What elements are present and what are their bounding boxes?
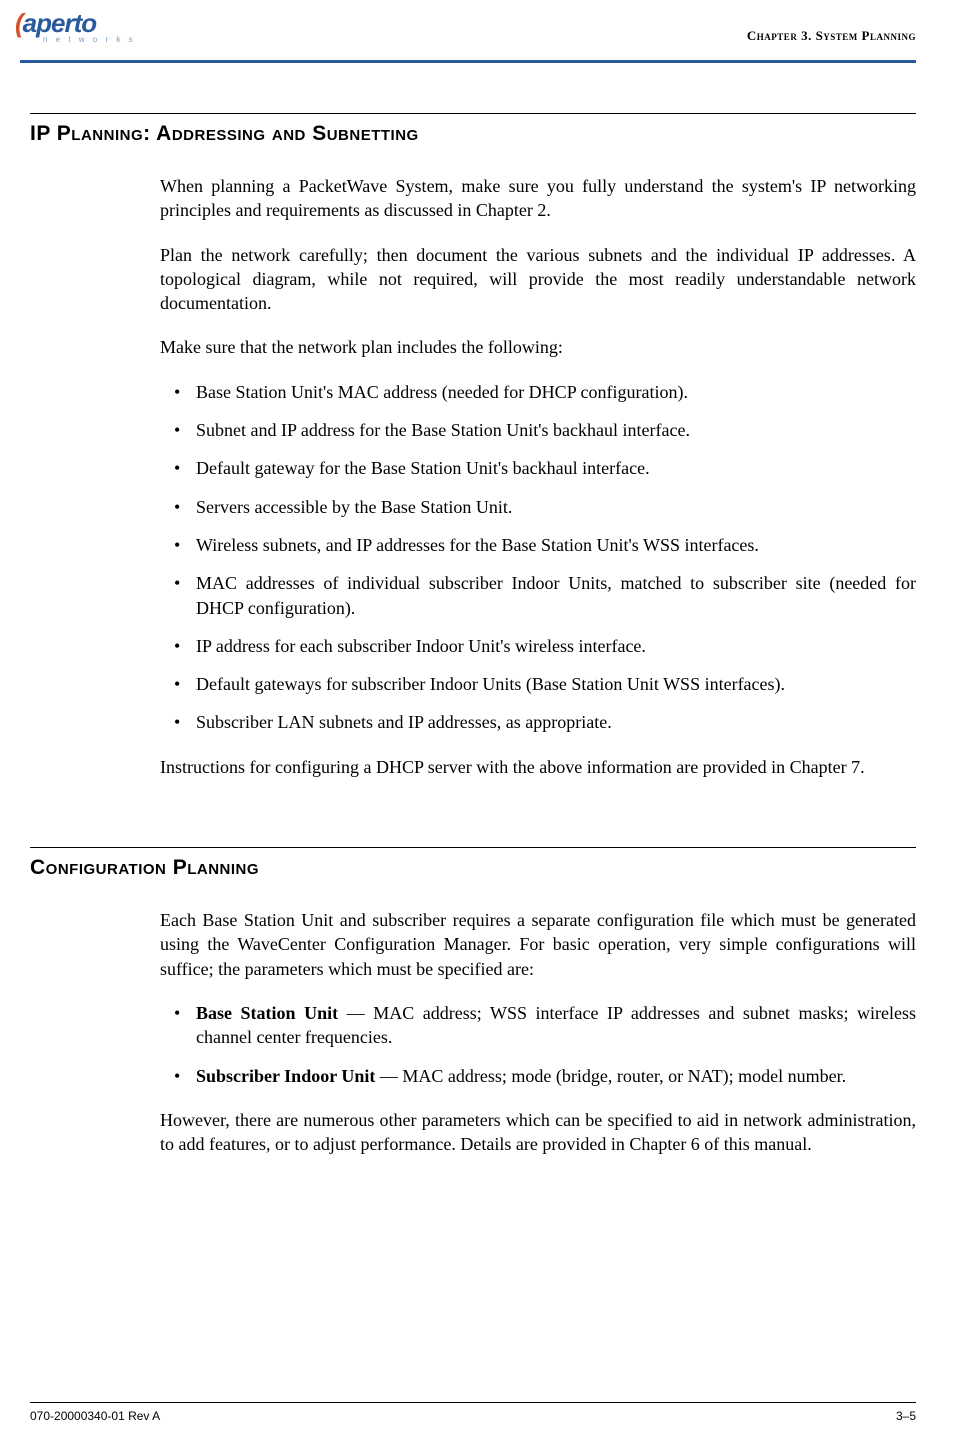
paragraph: Make sure that the network plan includes… bbox=[160, 335, 916, 359]
section1-body: When planning a PacketWave System, make … bbox=[160, 174, 916, 779]
paragraph: When planning a PacketWave System, make … bbox=[160, 174, 916, 223]
paragraph: Plan the network carefully; then documen… bbox=[160, 243, 916, 316]
bullet-list: Base Station Unit — MAC address; WSS int… bbox=[160, 1001, 916, 1088]
list-item-bold: Subscriber Indoor Unit bbox=[196, 1066, 375, 1086]
paragraph: However, there are numerous other parame… bbox=[160, 1108, 916, 1157]
list-item: Default gateway for the Base Station Uni… bbox=[160, 456, 916, 480]
chapter-label: Chapter 3. System Planning bbox=[747, 28, 916, 44]
list-item-bold: Base Station Unit bbox=[196, 1003, 338, 1023]
section-rule bbox=[30, 847, 916, 848]
list-item: MAC addresses of individual subscriber I… bbox=[160, 571, 916, 620]
page-content: IP Planning: Addressing and Subnetting W… bbox=[0, 63, 956, 1156]
list-item: Default gateways for subscriber Indoor U… bbox=[160, 672, 916, 696]
section-rule bbox=[30, 113, 916, 114]
page-footer: 070-20000340-01 Rev A 3–5 bbox=[30, 1402, 916, 1423]
list-item: Base Station Unit's MAC address (needed … bbox=[160, 380, 916, 404]
list-item: IP address for each subscriber Indoor Un… bbox=[160, 634, 916, 658]
section-heading-ip-planning: IP Planning: Addressing and Subnetting bbox=[30, 122, 916, 146]
page-number: 3–5 bbox=[896, 1409, 916, 1423]
paragraph: Each Base Station Unit and subscriber re… bbox=[160, 908, 916, 981]
logo-text: aperto bbox=[23, 8, 96, 38]
section-heading-config-planning: Configuration Planning bbox=[30, 856, 916, 880]
list-item: Base Station Unit — MAC address; WSS int… bbox=[160, 1001, 916, 1050]
logo: (aperto n e t w o r k s bbox=[15, 8, 136, 44]
list-item: Subnet and IP address for the Base Stati… bbox=[160, 418, 916, 442]
list-item: Servers accessible by the Base Station U… bbox=[160, 495, 916, 519]
doc-id: 070-20000340-01 Rev A bbox=[30, 1409, 160, 1423]
page-header: (aperto n e t w o r k s Chapter 3. Syste… bbox=[0, 0, 956, 60]
list-item: Subscriber LAN subnets and IP addresses,… bbox=[160, 710, 916, 734]
paragraph: Instructions for configuring a DHCP serv… bbox=[160, 755, 916, 779]
list-item: Subscriber Indoor Unit — MAC address; mo… bbox=[160, 1064, 916, 1088]
logo-subtext: n e t w o r k s bbox=[43, 35, 136, 44]
logo-swoosh-icon: ( bbox=[15, 8, 23, 38]
list-item-rest: — MAC address; mode (bridge, router, or … bbox=[375, 1066, 846, 1086]
list-item: Wireless subnets, and IP addresses for t… bbox=[160, 533, 916, 557]
section2-body: Each Base Station Unit and subscriber re… bbox=[160, 908, 916, 1156]
bullet-list: Base Station Unit's MAC address (needed … bbox=[160, 380, 916, 735]
